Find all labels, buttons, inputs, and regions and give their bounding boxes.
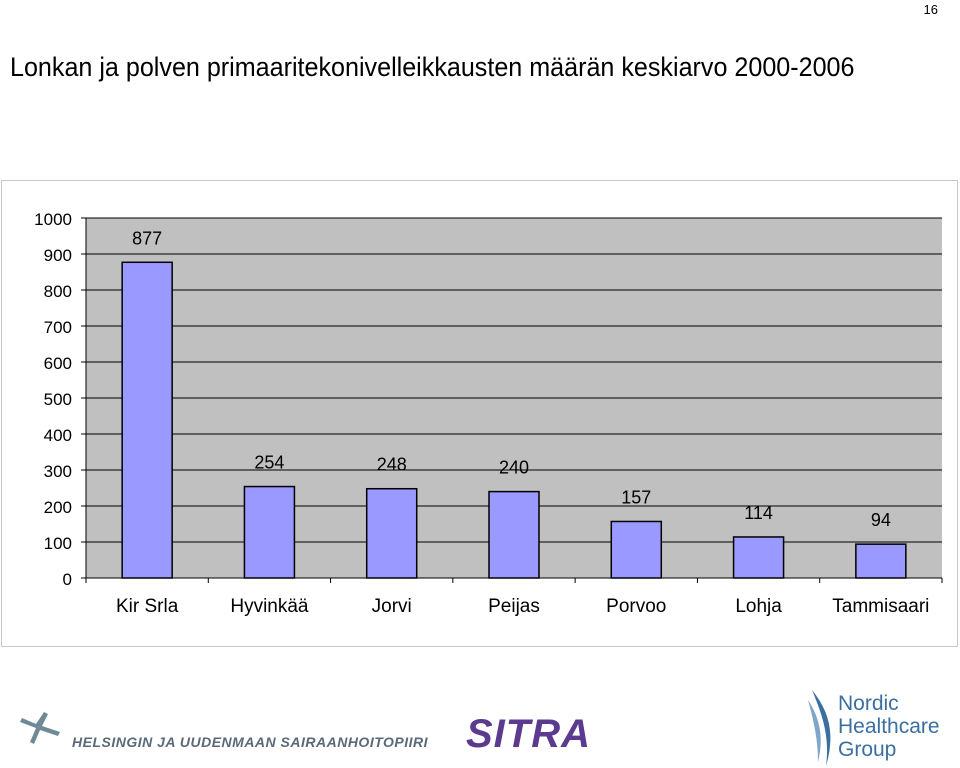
footer-logos: HELSINGIN JA UUDENMAAN SAIRAANHOITOPIIRI… bbox=[0, 680, 960, 768]
x-tick-label: Jorvi bbox=[372, 596, 412, 617]
y-tick-label: 500 bbox=[44, 390, 72, 409]
x-tick-label: Lohja bbox=[735, 596, 782, 617]
data-label: 877 bbox=[132, 228, 162, 248]
y-tick-label: 200 bbox=[44, 498, 72, 517]
y-tick-label: 900 bbox=[44, 246, 72, 265]
y-tick-label: 0 bbox=[63, 570, 72, 589]
y-tick-label: 1000 bbox=[34, 210, 72, 229]
chart-title: Lonkan ja polven primaaritekonivelleikka… bbox=[10, 52, 855, 82]
bar bbox=[732, 536, 785, 579]
hus-cross-icon bbox=[20, 712, 60, 744]
nhg-logo-text: Nordic Healthcare Group bbox=[838, 692, 940, 761]
y-tick-label: 700 bbox=[44, 318, 72, 337]
bar bbox=[610, 520, 663, 579]
chart-frame: 0 100 200 300 400 500 600 700 800 900 1000 877 Kir S… bbox=[1, 180, 958, 647]
y-tick-label: 800 bbox=[44, 282, 72, 301]
x-tick-label: Porvoo bbox=[606, 596, 666, 617]
data-label: 94 bbox=[871, 510, 891, 530]
bar bbox=[488, 490, 540, 579]
nhg-line-1: Nordic bbox=[838, 692, 899, 715]
y-tick-label: 600 bbox=[44, 354, 72, 373]
sitra-logo: SITRA bbox=[466, 712, 591, 756]
nhg-line-2: Healthcare bbox=[838, 715, 940, 738]
y-tick-label: 300 bbox=[44, 462, 72, 481]
data-label: 240 bbox=[499, 458, 529, 478]
nhg-line-3: Group bbox=[838, 738, 897, 761]
hus-logo-text: HELSINGIN JA UUDENMAAN SAIRAANHOITOPIIRI bbox=[72, 734, 429, 750]
x-tick-label: Peijas bbox=[488, 596, 540, 617]
data-label: 248 bbox=[377, 455, 407, 475]
x-tick-label: Hyvinkää bbox=[230, 596, 309, 617]
bar bbox=[855, 543, 907, 579]
data-label: 157 bbox=[621, 487, 651, 507]
y-tick-label: 100 bbox=[44, 534, 72, 553]
data-label: 254 bbox=[254, 453, 284, 473]
nhg-swoosh-icon bbox=[808, 690, 831, 766]
data-label: 114 bbox=[744, 503, 773, 523]
bar bbox=[243, 485, 296, 579]
x-tick-label: Tammisaari bbox=[832, 596, 929, 617]
y-tick-label: 400 bbox=[44, 426, 72, 445]
bar bbox=[365, 487, 418, 579]
x-tick-label: Kir Srla bbox=[116, 596, 179, 617]
page-number: 16 bbox=[923, 2, 938, 17]
bar bbox=[121, 261, 173, 579]
bar-chart: 0 100 200 300 400 500 600 700 800 900 1000 877 Kir S… bbox=[34, 210, 943, 617]
